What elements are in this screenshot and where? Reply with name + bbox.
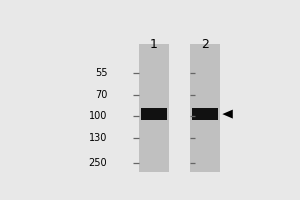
Text: 130: 130: [89, 133, 107, 143]
Text: 100: 100: [89, 111, 107, 121]
Text: 55: 55: [95, 68, 107, 78]
Bar: [139, 44, 169, 172]
Text: 250: 250: [88, 158, 107, 168]
Bar: [141, 108, 167, 120]
Bar: [190, 44, 220, 172]
Text: 2: 2: [201, 38, 209, 51]
Bar: [192, 108, 218, 120]
Text: 1: 1: [150, 38, 158, 51]
Text: 70: 70: [95, 90, 107, 100]
Polygon shape: [222, 110, 233, 119]
